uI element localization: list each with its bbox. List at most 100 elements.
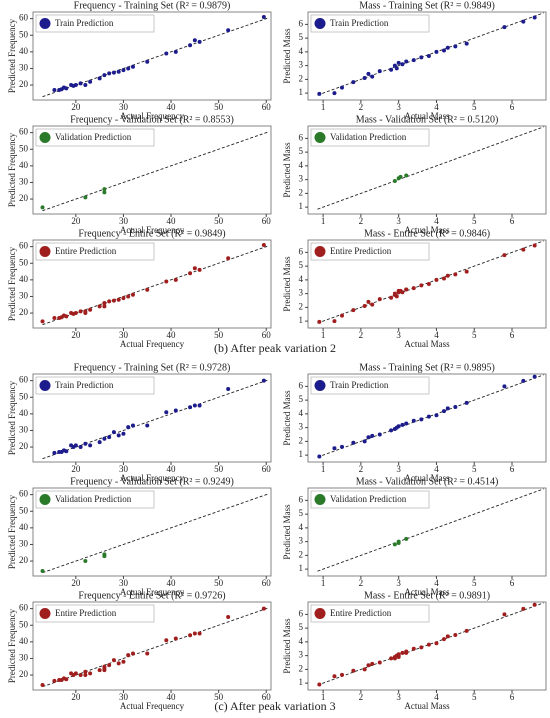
x-tick-label: 3 bbox=[396, 102, 401, 112]
x-tick-label: 50 bbox=[214, 330, 224, 340]
chart-title: Frequency - Validation Set (R² = 0.9249) bbox=[70, 476, 234, 487]
x-tick-label: 3 bbox=[396, 216, 401, 226]
x-tick-label: 1 bbox=[321, 102, 326, 112]
point bbox=[73, 671, 78, 676]
y-tick-label: 1 bbox=[299, 315, 304, 325]
y-tick-label: 6 bbox=[299, 494, 304, 504]
y-tick-label: 1 bbox=[299, 449, 304, 459]
point bbox=[102, 187, 107, 192]
legend-box bbox=[310, 490, 430, 509]
point bbox=[426, 282, 431, 286]
y-tick-label: 4 bbox=[299, 274, 304, 284]
point bbox=[52, 450, 57, 455]
x-tick-label: 5 bbox=[472, 330, 477, 340]
point bbox=[226, 614, 231, 619]
point bbox=[442, 276, 446, 281]
y-axis-label: Predicted Frequency bbox=[7, 608, 17, 683]
y-tick-label: 2 bbox=[299, 73, 304, 83]
y-axis-label: Predicted Frequency bbox=[7, 494, 17, 569]
legend-label: Entire Prediction bbox=[330, 608, 392, 618]
point bbox=[107, 299, 112, 304]
point bbox=[317, 319, 322, 324]
point bbox=[366, 71, 371, 76]
x-tick-label: 1 bbox=[321, 578, 326, 588]
point bbox=[351, 80, 356, 85]
y-tick-label: 6 bbox=[299, 246, 304, 256]
x-axis-label: Actual Frequency bbox=[120, 225, 185, 235]
point bbox=[396, 653, 401, 658]
point bbox=[377, 69, 382, 74]
point bbox=[464, 628, 469, 633]
caption: (c) After peak variation 3 bbox=[214, 699, 335, 713]
y-tick-label: 6 bbox=[299, 608, 304, 618]
x-tick-label: 60 bbox=[262, 216, 272, 226]
x-tick-label: 2 bbox=[359, 216, 364, 226]
x-tick-label: 20 bbox=[71, 692, 81, 702]
legend-label: Entire Prediction bbox=[55, 608, 117, 618]
point bbox=[126, 294, 131, 299]
point bbox=[453, 633, 458, 637]
point bbox=[121, 296, 126, 301]
point bbox=[370, 433, 375, 438]
point bbox=[126, 653, 131, 658]
point bbox=[389, 428, 394, 433]
point bbox=[126, 66, 131, 71]
point bbox=[332, 319, 337, 324]
y-tick-label: 6 bbox=[299, 18, 304, 28]
y-tick-label: 1 bbox=[299, 563, 304, 573]
point bbox=[411, 286, 416, 291]
point bbox=[332, 91, 337, 96]
x-tick-label: 4 bbox=[434, 216, 439, 226]
legend-label: Validation Prediction bbox=[55, 132, 132, 142]
x-tick-label: 5 bbox=[472, 464, 477, 474]
point bbox=[116, 69, 121, 74]
point bbox=[197, 267, 202, 272]
point bbox=[78, 445, 83, 450]
x-tick-label: 3 bbox=[396, 330, 401, 340]
x-tick-label: 40 bbox=[167, 102, 177, 112]
point bbox=[88, 671, 93, 676]
point bbox=[351, 668, 356, 673]
x-tick-label: 4 bbox=[434, 464, 439, 474]
point bbox=[419, 55, 424, 60]
x-tick-label: 40 bbox=[167, 464, 177, 474]
y-tick-label: 6 bbox=[299, 132, 304, 142]
point bbox=[389, 656, 394, 661]
x-tick-label: 5 bbox=[472, 578, 477, 588]
point bbox=[97, 440, 102, 445]
point bbox=[362, 304, 367, 308]
point bbox=[78, 673, 83, 678]
point bbox=[64, 449, 69, 454]
x-tick-label: 60 bbox=[262, 330, 272, 340]
x-tick-label: 2 bbox=[359, 692, 364, 702]
point bbox=[502, 612, 507, 617]
point bbox=[83, 673, 88, 678]
y-tick-label: 50 bbox=[19, 257, 29, 267]
point bbox=[370, 74, 375, 79]
x-tick-label: 60 bbox=[262, 578, 272, 588]
legend-marker bbox=[314, 380, 326, 391]
y-tick-label: 3 bbox=[299, 650, 304, 660]
point bbox=[130, 292, 135, 297]
x-tick-label: 6 bbox=[510, 102, 515, 112]
point bbox=[73, 443, 78, 448]
y-tick-label: 20 bbox=[19, 669, 29, 679]
point bbox=[521, 378, 526, 383]
point bbox=[453, 44, 458, 49]
point bbox=[404, 173, 409, 178]
plot-frame bbox=[32, 487, 272, 577]
y-axis-label: Predicted Frequency bbox=[7, 18, 17, 93]
point bbox=[340, 85, 344, 90]
y-tick-label: 60 bbox=[19, 375, 29, 385]
point bbox=[502, 384, 507, 389]
y-tick-label: 50 bbox=[19, 391, 29, 401]
chart-title: Mass - Validation Set (R² = 0.5120) bbox=[356, 114, 499, 125]
point bbox=[261, 14, 266, 19]
y-tick-label: 60 bbox=[19, 13, 29, 23]
plot-frame bbox=[307, 11, 547, 101]
chart-title: Mass - Training Set (R² = 0.9895) bbox=[359, 362, 495, 373]
point bbox=[400, 422, 405, 427]
x-tick-label: 3 bbox=[396, 578, 401, 588]
x-tick-label: 5 bbox=[472, 102, 477, 112]
reference-line bbox=[317, 488, 544, 572]
